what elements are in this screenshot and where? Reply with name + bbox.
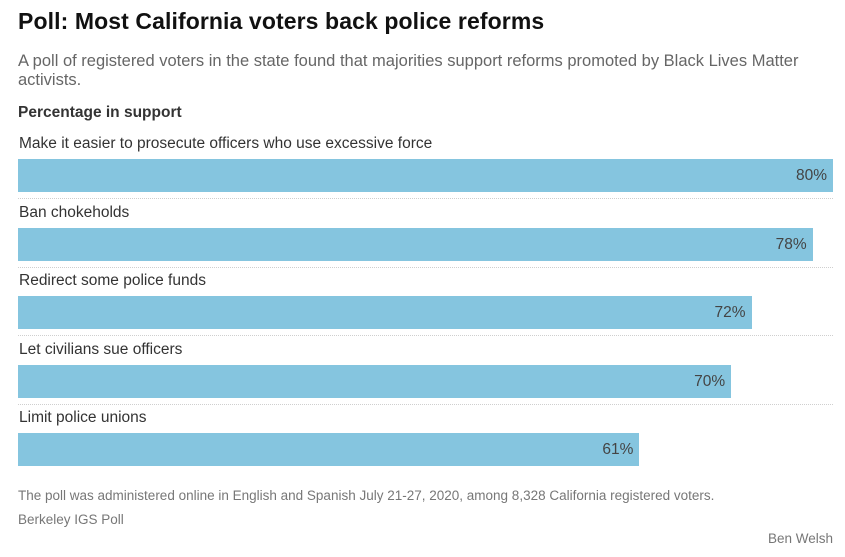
- bar: [18, 296, 752, 329]
- row-separator: [18, 266, 833, 268]
- value-label: 78%: [775, 235, 807, 253]
- row-separator: [18, 403, 833, 405]
- source-note: Berkeley IGS Poll: [18, 512, 124, 527]
- category-label: Ban chokeholds: [19, 203, 130, 221]
- credit: Ben Welsh: [767, 531, 833, 546]
- row-separator: [18, 198, 833, 199]
- bar-row: Let civilians sue officers 70%: [18, 338, 833, 405]
- bar-row: Make it easier to prosecute officers who…: [18, 132, 833, 199]
- bar: [18, 227, 813, 261]
- footnote: The poll was administered online in Engl…: [18, 488, 715, 503]
- value-label: 80%: [795, 167, 827, 184]
- chart-subtitle: A poll of registered voters in the state…: [18, 52, 799, 89]
- bar: [18, 433, 640, 466]
- value-label: 72%: [714, 304, 746, 321]
- category-label: Make it easier to prosecute officers who…: [19, 135, 433, 152]
- bar-row: Ban chokeholds 78%: [18, 201, 833, 268]
- category-label: Redirect some police funds: [19, 272, 206, 289]
- chart-title: Poll: Most California voters back police…: [18, 8, 545, 34]
- category-label: Let civilians sue officers: [19, 340, 183, 358]
- bar-row: Limit police unions 61%: [18, 406, 833, 472]
- row-separator: [18, 335, 833, 336]
- value-label: 70%: [694, 372, 726, 390]
- measure-label: Percentage in support: [18, 104, 182, 121]
- bar: [18, 364, 732, 398]
- bar-row: Redirect some police funds 72%: [18, 269, 833, 336]
- value-label: 61%: [602, 441, 634, 458]
- bar-chart: Make it easier to prosecute officers who…: [18, 132, 833, 472]
- category-label: Limit police unions: [19, 409, 147, 426]
- bar: [18, 159, 833, 192]
